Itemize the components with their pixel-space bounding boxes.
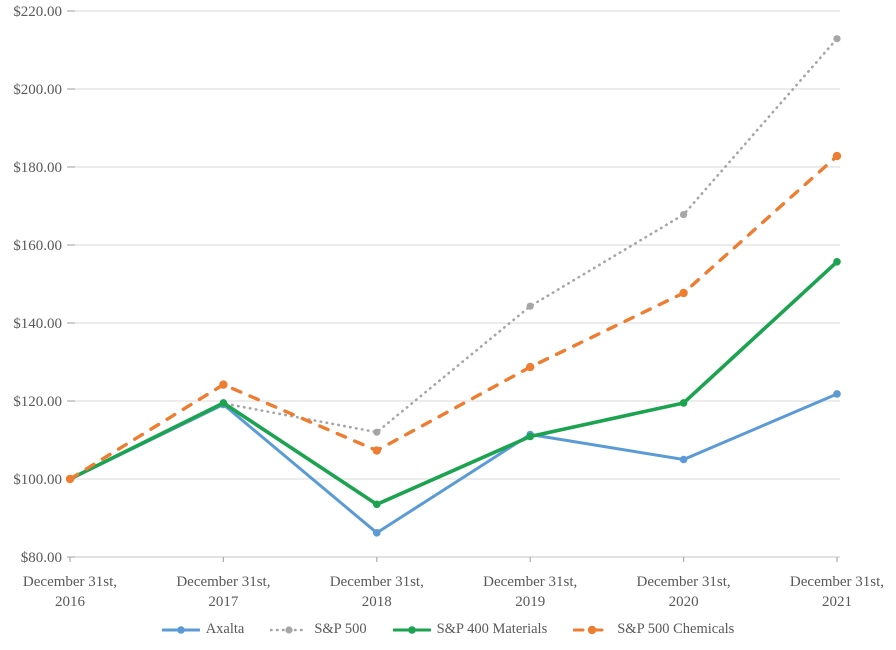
y-gridlines — [67, 10, 840, 558]
x-tick-label: December 31st, 2017 — [176, 574, 270, 610]
sp500-line-swatch-icon — [270, 624, 309, 636]
x-tick-label: December 31st, 2016 — [23, 574, 117, 610]
legend-label-sp500: S&P 500 — [314, 621, 367, 637]
y-tick-label: $160.00 — [13, 238, 62, 254]
x-tick-label: December 31st, 2020 — [637, 574, 731, 610]
series-s-p-400-materials — [66, 257, 841, 509]
y-tick-label: $140.00 — [13, 316, 62, 332]
x-tick-label: December 31st, 2018 — [330, 574, 424, 610]
y-tick-label: $100.00 — [13, 472, 62, 488]
legend-item-axalta: Axalta — [161, 621, 245, 638]
data-point-marker — [373, 500, 381, 509]
data-point-marker — [65, 474, 75, 484]
data-point-marker — [373, 529, 381, 537]
legend-item-sp400-materials: S&P 400 Materials — [392, 621, 548, 638]
data-point-marker — [373, 428, 381, 436]
y-axis-labels: $220.00 $200.00 $180.00 $160.00 $140.00 $120.… — [13, 4, 62, 566]
legend-item-sp500-chemicals: S&P 500 Chemicals — [572, 621, 735, 638]
series-s-p-500-chemicals — [65, 151, 842, 484]
data-point-marker — [832, 151, 842, 161]
axalta-line-swatch-icon — [161, 624, 201, 636]
y-tick-label: $80.00 — [21, 550, 62, 566]
data-point-marker — [833, 390, 841, 398]
data-point-marker — [680, 210, 688, 219]
data-point-marker — [219, 399, 228, 407]
data-point-marker — [526, 432, 534, 441]
data-point-marker — [526, 302, 534, 310]
legend-label-sp500-chemicals: S&P 500 Chemicals — [617, 621, 735, 637]
legend-label-axalta: Axalta — [205, 621, 245, 637]
legend-label-sp400-materials: S&P 400 Materials — [436, 621, 548, 637]
data-point-marker — [679, 455, 688, 464]
y-tick-label: $200.00 — [13, 82, 62, 98]
x-tick-label: December 31st, 2021 — [790, 574, 884, 610]
x-axis-labels: December 31st, 2016 December 31st, 2017 Dece… — [23, 557, 884, 610]
data-point-marker — [219, 380, 228, 389]
x-tick-label: December 31st, 2019 — [483, 574, 577, 610]
series-axalta — [66, 390, 841, 537]
chart-legend: Axalta S&P 500 S&P 400 Materials S&P 500… — [0, 621, 896, 638]
y-tick-label: $120.00 — [13, 394, 62, 410]
data-point-marker — [833, 35, 841, 43]
data-point-marker — [679, 288, 688, 298]
legend-item-sp500: S&P 500 — [270, 621, 367, 638]
data-point-marker — [372, 446, 381, 455]
data-point-marker — [833, 257, 841, 266]
sp500-chemicals-line-swatch-icon — [572, 624, 612, 636]
y-tick-label: $180.00 — [13, 160, 62, 176]
y-tick-label: $220.00 — [13, 4, 62, 20]
data-point-marker — [526, 362, 535, 372]
sp400-materials-line-swatch-icon — [392, 624, 432, 636]
series-s-p-500 — [66, 35, 841, 483]
data-point-marker — [679, 399, 688, 407]
